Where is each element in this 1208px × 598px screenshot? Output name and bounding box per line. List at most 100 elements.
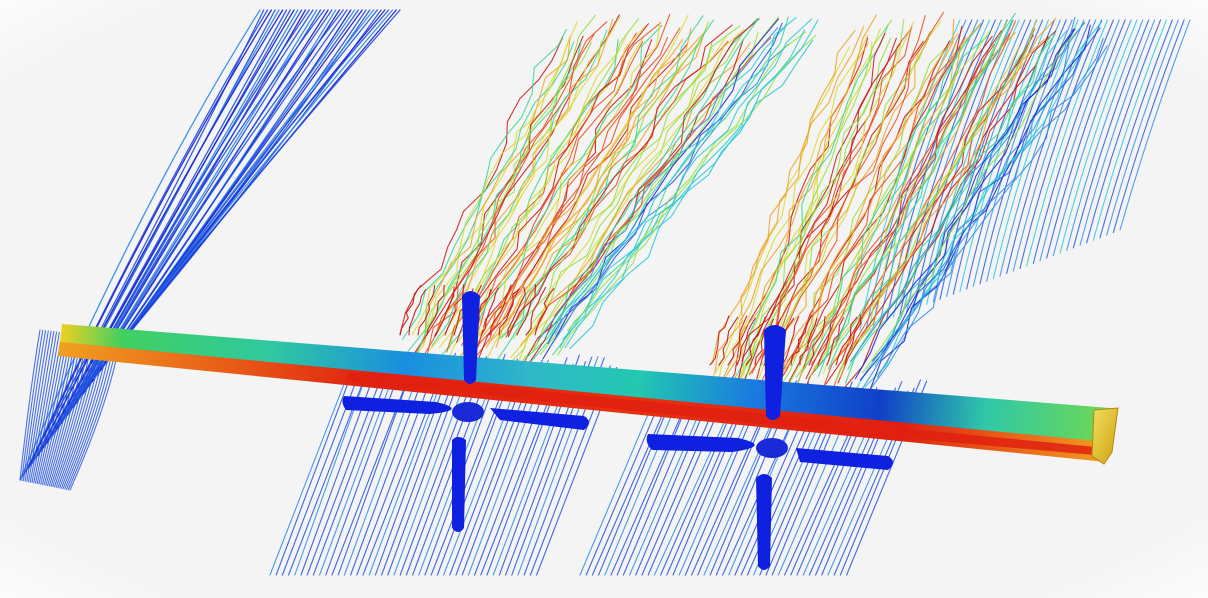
streamline bbox=[356, 362, 438, 576]
streamline bbox=[736, 317, 756, 366]
streamline bbox=[29, 331, 58, 483]
streamline bbox=[516, 284, 536, 336]
streamline bbox=[1112, 19, 1185, 234]
streamline bbox=[489, 284, 512, 336]
streamline bbox=[864, 40, 1087, 388]
wing-trailing-edge-band bbox=[345, 372, 1106, 456]
streamline bbox=[31, 331, 60, 483]
streamline bbox=[718, 316, 739, 366]
streamline bbox=[1086, 19, 1162, 244]
streamline bbox=[319, 357, 401, 576]
propeller-blade bbox=[646, 434, 755, 452]
streamline bbox=[401, 28, 567, 340]
streamline bbox=[129, 9, 401, 331]
streamline bbox=[844, 314, 862, 366]
streamline bbox=[919, 19, 1014, 308]
streamline bbox=[312, 359, 394, 576]
streamline bbox=[430, 367, 512, 576]
streamline bbox=[844, 33, 1053, 384]
streamline bbox=[745, 316, 766, 366]
streamline bbox=[562, 18, 813, 341]
streamline bbox=[1092, 19, 1167, 241]
streamline bbox=[534, 288, 555, 336]
streamline bbox=[972, 19, 1061, 287]
streamline bbox=[800, 35, 993, 400]
streamline bbox=[539, 16, 779, 356]
streamline bbox=[443, 366, 525, 576]
streamline bbox=[799, 318, 818, 366]
streamline bbox=[512, 25, 741, 340]
streamline bbox=[530, 18, 759, 363]
streamline bbox=[507, 286, 526, 336]
streamline bbox=[502, 42, 713, 370]
streamline bbox=[709, 46, 850, 383]
propeller-hub bbox=[452, 402, 484, 422]
streamline bbox=[788, 39, 968, 386]
streamline bbox=[832, 38, 1046, 363]
propeller-blade bbox=[452, 437, 466, 532]
streamline bbox=[517, 28, 745, 364]
streamline bbox=[475, 27, 681, 348]
streamline bbox=[343, 356, 425, 576]
streamline bbox=[876, 45, 1108, 378]
streamline bbox=[554, 17, 797, 335]
streamline bbox=[886, 19, 985, 321]
streamline bbox=[269, 368, 351, 576]
streamline bbox=[300, 354, 382, 576]
streamline bbox=[507, 24, 733, 338]
streamline bbox=[825, 34, 1034, 385]
streamline bbox=[417, 285, 436, 336]
streamline bbox=[1032, 19, 1114, 264]
streamline bbox=[57, 9, 310, 428]
streamline bbox=[775, 33, 959, 381]
propeller-blade bbox=[764, 325, 786, 420]
streamline bbox=[1039, 19, 1120, 262]
streamline bbox=[26, 330, 52, 482]
streamline bbox=[1066, 19, 1144, 252]
streamline bbox=[463, 39, 653, 369]
streamline bbox=[1006, 19, 1091, 275]
streamline bbox=[411, 20, 579, 336]
streamline bbox=[325, 353, 407, 576]
streamline bbox=[837, 35, 1049, 384]
propeller-blade bbox=[490, 408, 589, 430]
streamline bbox=[763, 37, 930, 382]
streamline bbox=[783, 36, 966, 370]
streamline bbox=[826, 316, 845, 366]
streamline bbox=[564, 39, 814, 349]
outboard-propeller bbox=[646, 325, 893, 570]
streamline bbox=[537, 27, 779, 342]
streamline bbox=[498, 288, 520, 336]
streamline bbox=[294, 350, 376, 576]
wing-upper-surface bbox=[60, 324, 1110, 442]
streamline bbox=[746, 19, 905, 375]
streamline bbox=[275, 360, 357, 576]
streamline bbox=[461, 22, 662, 347]
streamline bbox=[549, 43, 790, 348]
streamline bbox=[19, 329, 41, 481]
streamline bbox=[409, 35, 571, 362]
streamline bbox=[743, 42, 901, 381]
streamline bbox=[28, 331, 55, 483]
streamline bbox=[879, 37, 1104, 362]
streamline bbox=[721, 42, 869, 381]
streamline bbox=[408, 288, 427, 336]
streamline bbox=[724, 14, 877, 379]
streamline bbox=[1059, 19, 1138, 254]
streamline bbox=[478, 44, 688, 359]
streamline bbox=[1106, 19, 1179, 236]
streamline bbox=[566, 34, 817, 332]
wing bbox=[58, 324, 1119, 465]
streamline bbox=[480, 287, 499, 336]
streamline bbox=[817, 12, 1016, 377]
streamline bbox=[714, 25, 865, 373]
streamline bbox=[40, 9, 288, 453]
streamline bbox=[847, 33, 1056, 370]
propeller-blade bbox=[796, 448, 893, 470]
propeller-hub bbox=[756, 438, 788, 458]
streamline bbox=[368, 359, 450, 576]
streamline bbox=[1119, 19, 1191, 231]
streamline bbox=[525, 286, 547, 336]
streamline bbox=[569, 19, 819, 350]
